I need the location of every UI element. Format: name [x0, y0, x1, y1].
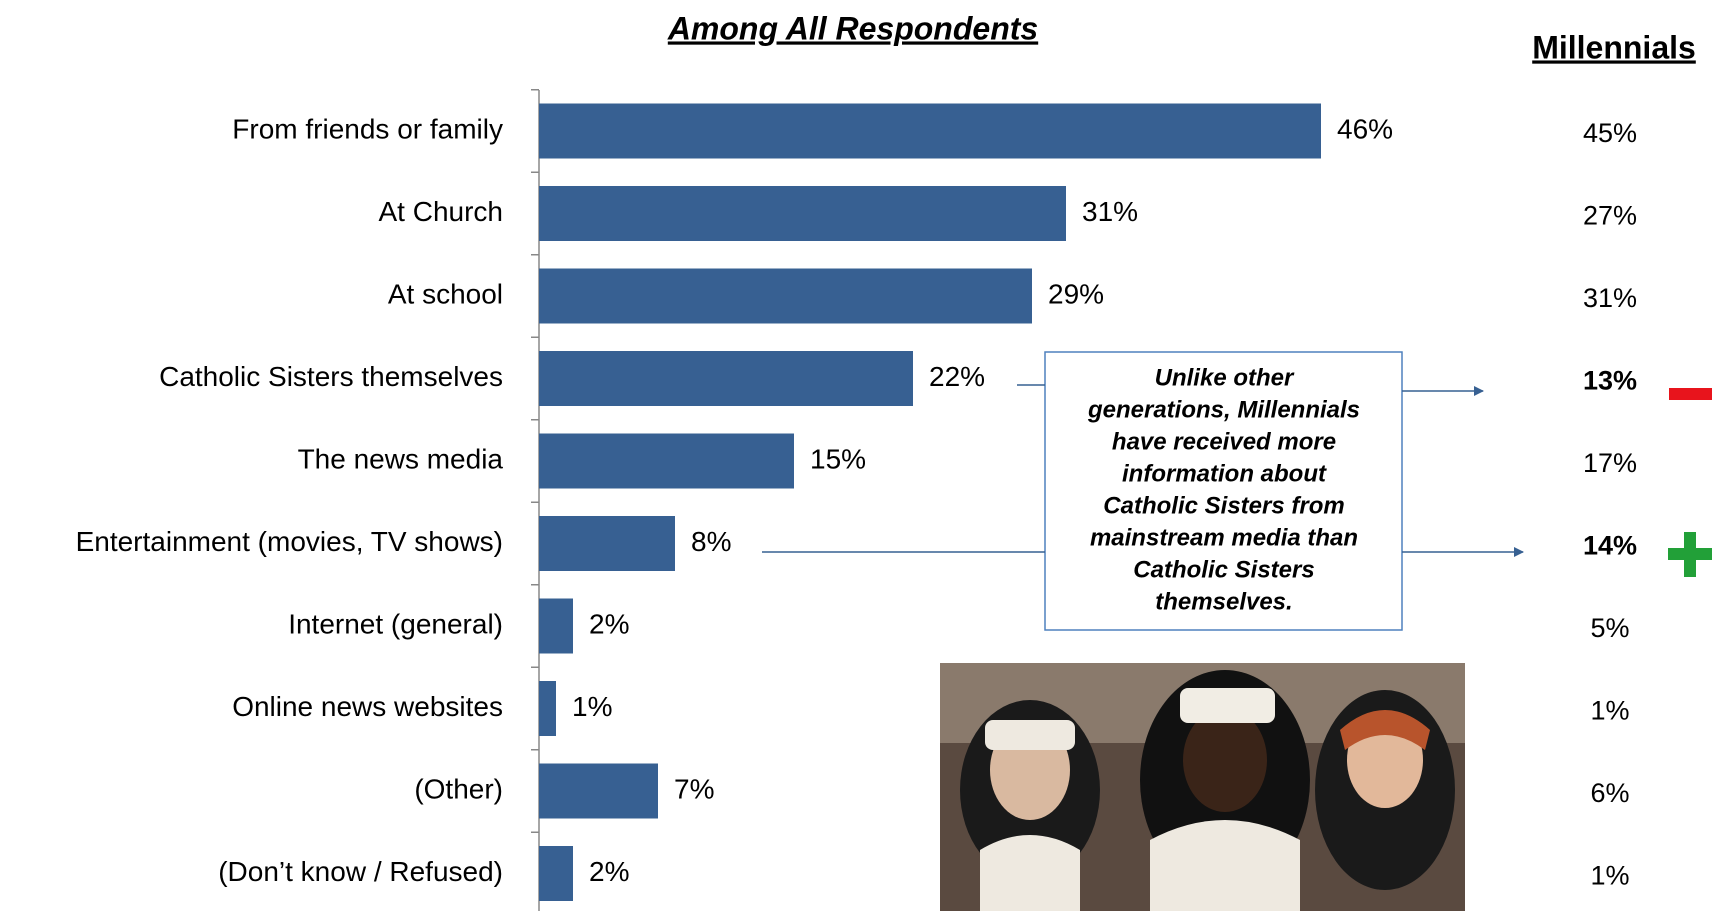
bar — [539, 268, 1032, 324]
category-label: The news media — [298, 443, 504, 474]
value-label: 15% — [810, 443, 866, 474]
annotation-line: mainstream media than — [1090, 524, 1358, 551]
category-label: Online news websites — [232, 691, 503, 722]
value-label: 22% — [929, 361, 985, 392]
bar — [539, 763, 658, 819]
annotation-line: Unlike other — [1155, 364, 1295, 391]
category-label: (Don’t know / Refused) — [218, 856, 503, 887]
value-label: 1% — [572, 691, 612, 722]
category-label: (Other) — [414, 773, 503, 804]
category-label: Internet (general) — [288, 608, 503, 639]
category-label: Catholic Sisters themselves — [159, 361, 503, 392]
millennials-value: 27% — [1583, 201, 1637, 231]
category-label: Entertainment (movies, TV shows) — [76, 526, 503, 557]
annotation-line: have received more — [1112, 428, 1336, 455]
photo — [940, 663, 1465, 911]
annotation-box — [1044, 351, 1403, 631]
value-label: 7% — [674, 773, 714, 804]
millennials-value: 1% — [1590, 861, 1629, 891]
bar — [539, 186, 1066, 241]
millennials-value: 1% — [1590, 696, 1629, 726]
value-label: 2% — [589, 856, 629, 887]
bar — [539, 433, 794, 489]
bar — [539, 598, 573, 654]
millennials-value: 31% — [1583, 283, 1637, 313]
bar — [539, 846, 573, 901]
bar — [539, 516, 675, 571]
value-label: 8% — [691, 526, 731, 557]
category-label: At school — [388, 278, 503, 309]
bar — [539, 681, 556, 736]
millennials-value: 17% — [1583, 448, 1637, 478]
chart-title: Among All Respondents — [667, 10, 1038, 46]
annotation-line: Catholic Sisters from — [1103, 492, 1344, 519]
annotation-line: generations, Millennials — [1087, 396, 1360, 423]
value-label: 2% — [589, 608, 629, 639]
millennials-value: 45% — [1583, 118, 1637, 148]
annotation-line: information about — [1122, 460, 1327, 487]
millennials-title: Millennials — [1532, 29, 1696, 65]
value-label: 29% — [1048, 278, 1104, 309]
millennials-value: 14% — [1583, 531, 1637, 561]
category-label: At Church — [379, 196, 504, 227]
value-label: 31% — [1082, 196, 1138, 227]
millennials-value: 6% — [1590, 778, 1629, 808]
millennials-value: 5% — [1590, 613, 1629, 643]
bar — [539, 351, 913, 406]
annotation-line: themselves. — [1155, 588, 1292, 615]
value-label: 46% — [1337, 113, 1393, 144]
plus-icon — [1668, 532, 1712, 577]
bar — [539, 103, 1321, 159]
annotation-line: Catholic Sisters — [1133, 556, 1314, 583]
millennials-value: 13% — [1583, 366, 1637, 396]
category-label: From friends or family — [232, 113, 503, 144]
minus-icon — [1669, 388, 1712, 400]
